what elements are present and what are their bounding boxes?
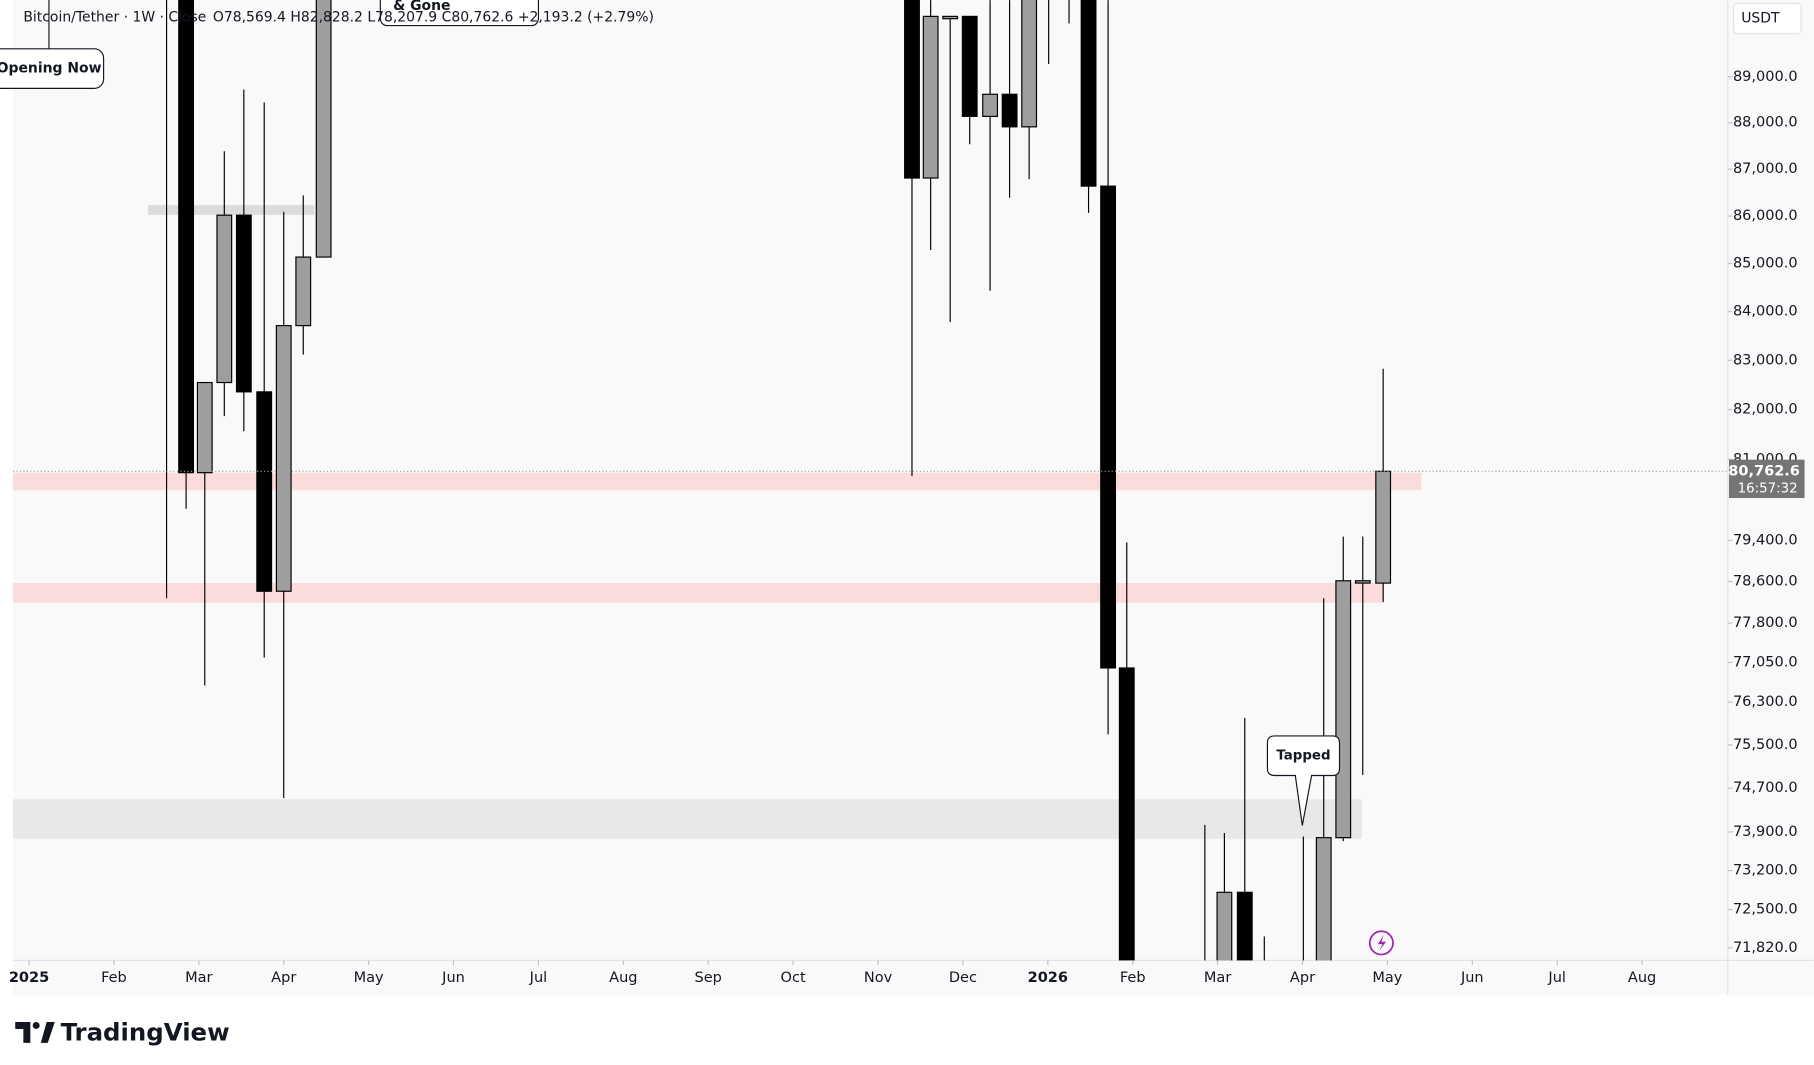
y-tick-label: 71,820.0 (1733, 940, 1798, 956)
candle-body (1118, 667, 1135, 961)
candle-body (961, 15, 978, 117)
x-tick-label: May (354, 970, 384, 986)
x-tick-label: Mar (185, 970, 212, 986)
candle-body (1354, 580, 1371, 584)
candle-body (1001, 93, 1018, 128)
x-axis-area (12, 960, 1814, 996)
countdown: 16:57:32 (1738, 482, 1798, 497)
y-tick-label: 77,050.0 (1733, 654, 1798, 670)
y-tick-label: 79,400.0 (1733, 532, 1798, 548)
candle-body (235, 214, 252, 393)
candle-body (216, 214, 233, 384)
annotation-box (1266, 735, 1341, 826)
y-tick-label: 82,000.0 (1733, 402, 1798, 418)
candle-body (1335, 580, 1352, 839)
x-tick-label: 2025 (9, 970, 49, 986)
candle-body (1021, 0, 1038, 128)
y-tick-label: 78,600.0 (1733, 574, 1798, 590)
y-tick-label: 72,500.0 (1733, 902, 1798, 918)
y-tick-label: 85,000.0 (1733, 256, 1798, 272)
x-tick-label: Dec (949, 970, 977, 986)
candle-body (178, 0, 195, 474)
annotation: & Gone (393, 0, 450, 14)
alert-icon[interactable] (1368, 930, 1394, 956)
y-tick-label: 86,000.0 (1733, 208, 1798, 224)
price-zone (12, 583, 1385, 603)
annotation: Tapped (1276, 749, 1330, 764)
y-tick-label: 88,000.0 (1733, 115, 1798, 131)
candle-body (196, 381, 213, 474)
y-tick-label: 73,900.0 (1733, 824, 1798, 840)
candle-body (275, 325, 292, 592)
annotation: Opening Now (0, 61, 102, 77)
x-tick-label: Apr (1290, 970, 1315, 986)
y-tick-label: 73,200.0 (1733, 863, 1798, 879)
x-tick-label: Sep (695, 970, 722, 986)
last-price-tag (1729, 459, 1805, 499)
y-tick-label: 75,500.0 (1733, 737, 1798, 753)
candle-body (315, 0, 332, 258)
candle-body (1216, 891, 1233, 961)
x-tick-label: Jun (441, 970, 465, 986)
y-tick-label: 89,000.0 (1733, 69, 1798, 85)
annotation-box (379, 0, 540, 27)
y-tick-label: 84,000.0 (1733, 304, 1798, 320)
x-tick-label: Mar (1204, 970, 1231, 986)
currency: USDT (1741, 11, 1780, 27)
ohlc-header: O78,569.4 H82,828.2 L78,207.9 C80,762.6 … (213, 9, 654, 25)
x-tick-label: Apr (271, 970, 296, 986)
brand: TradingView (61, 1018, 230, 1047)
zones (12, 205, 1422, 839)
y-tick-label: 76,300.0 (1733, 694, 1798, 710)
x-tick-label: May (1372, 970, 1402, 986)
x-tick-label: Feb (101, 970, 127, 986)
price-zone (12, 472, 1422, 491)
y-tick-label: 74,700.0 (1733, 780, 1798, 796)
candle-body (1080, 0, 1097, 187)
candle-body (1198, 1052, 1213, 1065)
candle-body (982, 93, 999, 117)
annotation-box (0, 48, 105, 89)
x-tick-label: 2026 (1028, 970, 1068, 986)
price-zone (147, 205, 315, 215)
y-tick-label: 77,800.0 (1733, 615, 1798, 631)
x-tick-label: Jun (1460, 970, 1484, 986)
candle-body (1236, 891, 1253, 961)
candle-body (1296, 1052, 1311, 1065)
x-tick-label: Nov (864, 970, 893, 986)
price-zone (12, 799, 1362, 839)
candle-body (922, 15, 939, 179)
x-tick-label: Aug (1628, 970, 1656, 986)
alert-icon-bolt (1377, 934, 1387, 952)
candle-body (1315, 837, 1332, 961)
candle-body (904, 0, 920, 179)
candle-body (256, 391, 273, 592)
y-tick-label: 83,000.0 (1733, 352, 1798, 368)
y-tick-label: 87,000.0 (1733, 161, 1798, 177)
x-tick-label: Jul (529, 970, 548, 986)
axes: 89,000.0 88,000.0 87,000.0 86,000.0 85,000.0… (9, 69, 1805, 986)
symbol-header: Bitcoin/Tether · 1W · Close (23, 9, 206, 25)
x-tick-label: Jul (1547, 970, 1566, 986)
x-tick-label: Feb (1120, 970, 1146, 986)
candles (12, 0, 1728, 1065)
brand-logo (15, 1021, 55, 1043)
candle-body (295, 256, 312, 327)
candle-body (942, 15, 959, 20)
candle-body (1100, 185, 1117, 669)
candle-body (1375, 470, 1392, 584)
last-price-label: 80,762.6 (1728, 463, 1800, 479)
currency-box (1733, 2, 1802, 35)
x-tick-label: Oct (781, 970, 806, 986)
x-tick-label: Aug (609, 970, 637, 986)
